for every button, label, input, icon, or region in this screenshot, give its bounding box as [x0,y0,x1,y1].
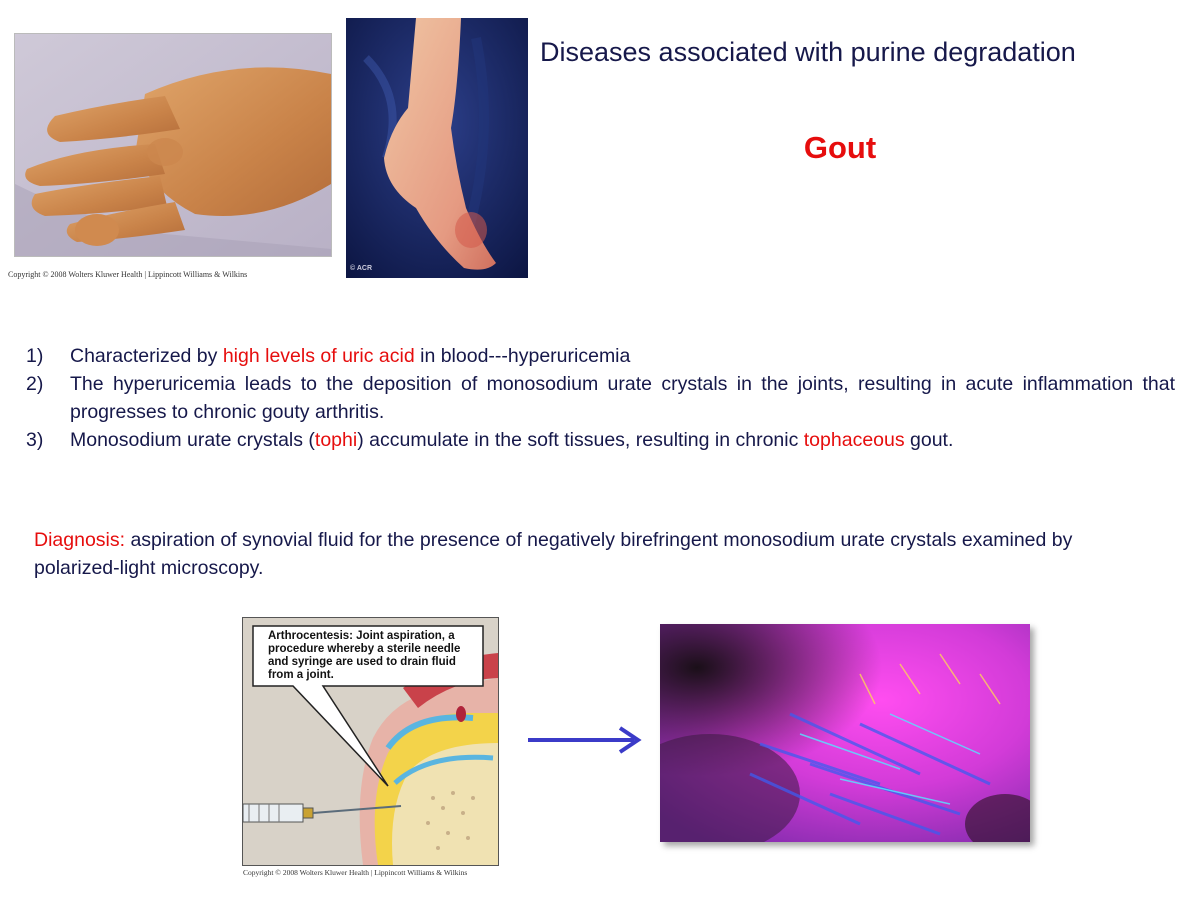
polarized-microscopy-photo [660,624,1030,842]
foot-photo [346,18,528,278]
arrow-right-icon [528,726,642,754]
list-item: 3) Monosodium urate crystals (tophi) acc… [26,426,1175,454]
key-points-list: 1) Characterized by high levels of uric … [26,342,1175,454]
slide-subtitle: Gout [803,130,877,165]
highlight-term: high levels of uric acid [222,345,415,367]
hand-photo [14,33,332,257]
highlight-term: tophi [314,429,358,451]
diagnosis-body: aspiration of synovial fluid for the pre… [34,529,1073,579]
foot-photo-credit: © ACR [350,265,373,272]
arthrocentesis-illustration [242,617,499,866]
arthrocentesis-callout: Arthrocentesis: Joint aspiration, a proc… [250,625,482,687]
list-item: 1) Characterized by high levels of uric … [26,342,1175,370]
slide-title: Diseases associated with purine degradat… [540,37,1076,67]
list-item: 2) The hyperuricemia leads to the deposi… [26,370,1175,426]
diagnosis-text: Diagnosis: aspiration of synovial fluid … [34,526,1154,582]
list-text: The hyperuricemia leads to the depositio… [70,373,1175,423]
list-text: Monosodium urate crystals (tophi) accumu… [70,429,954,451]
list-number: 1) [26,345,44,367]
list-number: 2) [26,373,44,395]
diagnosis-label: Diagnosis: [34,529,126,551]
hand-photo-caption: Copyright © 2008 Wolters Kluwer Health |… [8,270,248,279]
arthrocentesis-callout-text: Arthrocentesis: Joint aspiration, a proc… [268,630,461,681]
arthrocentesis-caption: Copyright © 2008 Wolters Kluwer Health |… [243,868,468,877]
list-number: 3) [26,429,44,451]
highlight-term: tophaceous [803,429,905,451]
list-text: Characterized by high levels of uric aci… [70,345,631,367]
